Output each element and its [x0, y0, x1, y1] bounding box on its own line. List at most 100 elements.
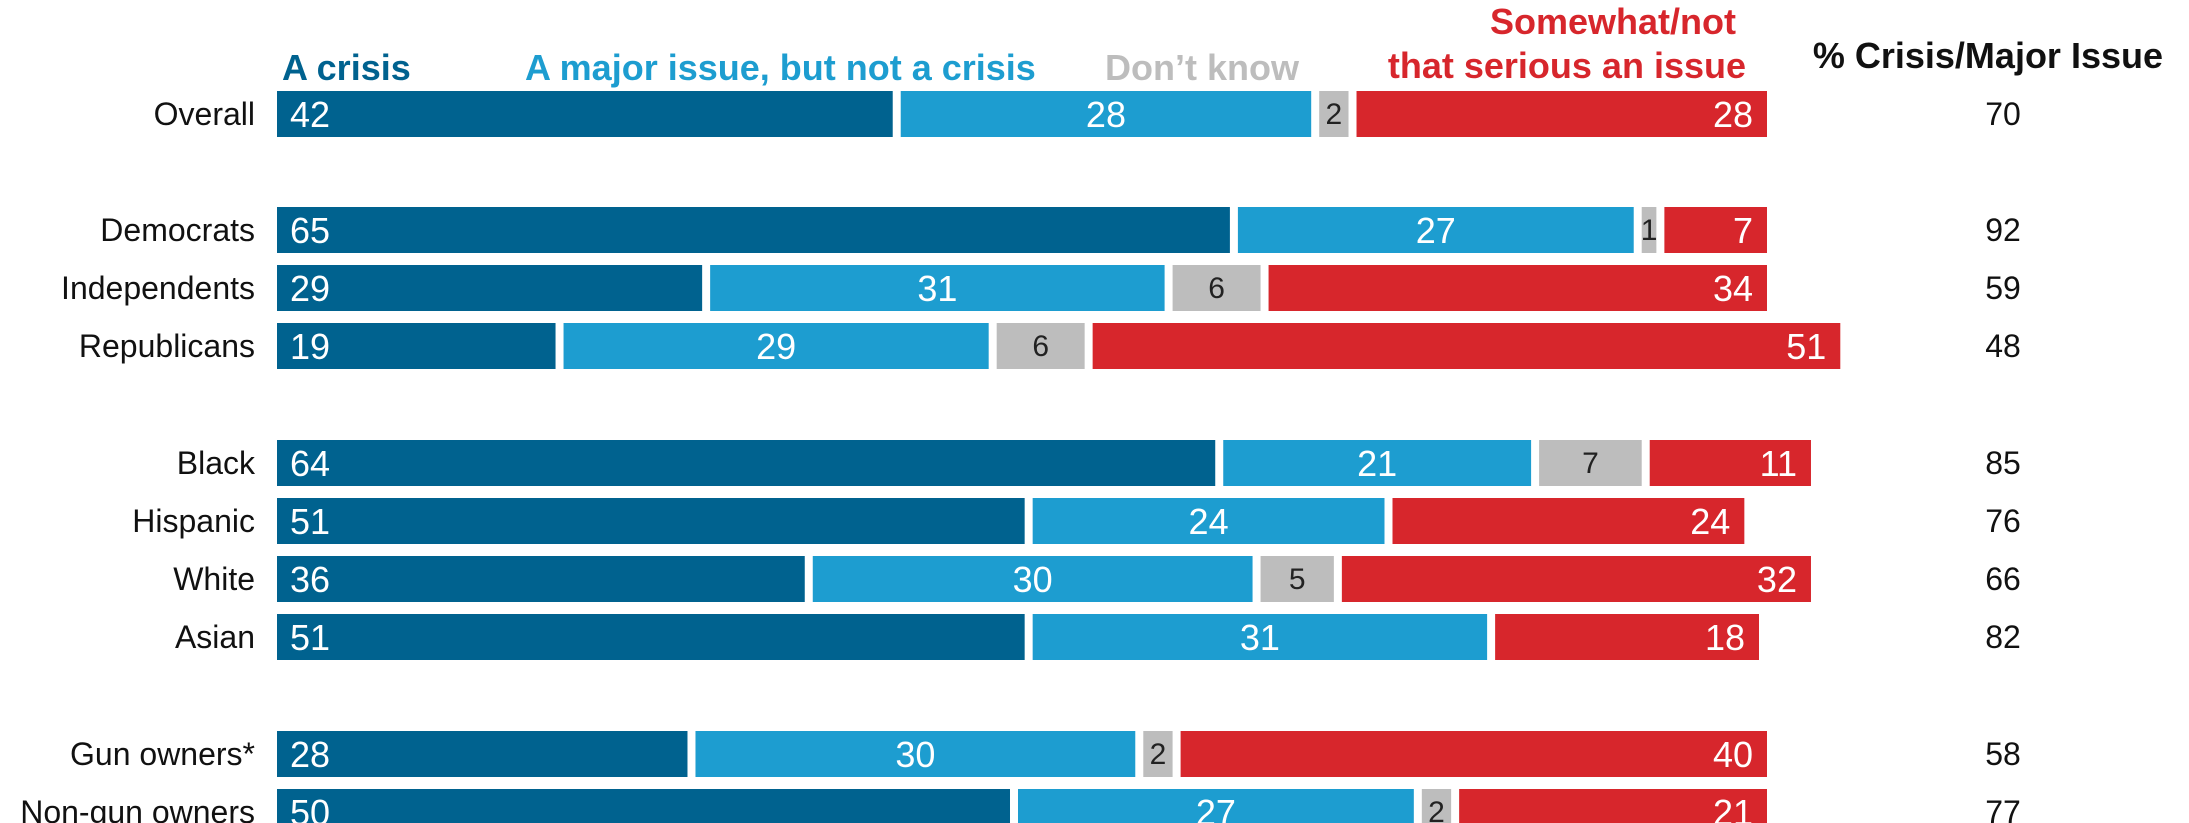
bar-dk-overall — [1319, 91, 1349, 137]
value-label-major-white: 30 — [1013, 559, 1053, 600]
bar-crisis-hispanic — [277, 498, 1025, 544]
bar-major-white — [812, 556, 1253, 602]
value-label-major-asian: 31 — [1240, 617, 1280, 658]
row-label-black: Black — [177, 445, 256, 481]
legend-dont-know: Don’t know — [1105, 47, 1300, 88]
value-label-dk-gun-owners: 2 — [1150, 738, 1167, 771]
value-label-dk-black: 7 — [1582, 447, 1599, 480]
bar-crisis-overall — [277, 91, 893, 137]
total-independents: 59 — [1985, 270, 2021, 306]
bar-crisis-republicans — [277, 323, 556, 369]
bar-major-asian — [1032, 614, 1488, 660]
bar-notserious-democrats — [1664, 207, 1767, 253]
value-label-notserious-hispanic: 24 — [1690, 501, 1730, 542]
bar-dk-gun-owners — [1143, 731, 1173, 777]
value-label-notserious-overall: 28 — [1713, 94, 1753, 135]
legend-major: A major issue, but not a crisis — [525, 47, 1036, 88]
value-label-crisis-gun-owners: 28 — [290, 734, 330, 775]
value-label-notserious-asian: 18 — [1705, 617, 1745, 658]
value-label-dk-republicans: 6 — [1032, 330, 1049, 363]
value-label-notserious-white: 32 — [1757, 559, 1797, 600]
value-label-notserious-gun-owners: 40 — [1713, 734, 1753, 775]
value-label-major-non-gun-owners: 27 — [1196, 792, 1236, 823]
value-label-major-black: 21 — [1357, 443, 1397, 484]
row-label-asian: Asian — [175, 619, 255, 655]
total-white: 66 — [1985, 561, 2021, 597]
value-label-crisis-overall: 42 — [290, 94, 330, 135]
row-label-overall: Overall — [154, 96, 255, 132]
bar-notserious-hispanic — [1392, 498, 1745, 544]
value-label-major-gun-owners: 30 — [895, 734, 935, 775]
legend-not-serious-line1: Somewhat/not — [1490, 1, 1736, 42]
value-label-dk-independents: 6 — [1208, 272, 1225, 305]
value-label-crisis-non-gun-owners: 50 — [290, 792, 330, 823]
value-label-crisis-democrats: 65 — [290, 210, 330, 251]
legend-crisis: A crisis — [282, 47, 411, 88]
value-label-notserious-black: 11 — [1760, 443, 1797, 484]
row-label-non-gun-owners: Non-gun owners — [20, 794, 255, 823]
total-header: % Crisis/Major Issue — [1813, 35, 2163, 76]
bar-notserious-black — [1649, 440, 1811, 486]
total-asian: 82 — [1985, 619, 2021, 655]
total-republicans: 48 — [1985, 328, 2021, 364]
value-label-notserious-democrats: 7 — [1733, 210, 1753, 251]
bar-notserious-overall — [1356, 91, 1767, 137]
value-label-dk-overall: 2 — [1326, 98, 1343, 131]
value-label-crisis-republicans: 19 — [290, 326, 330, 367]
bar-major-black — [1223, 440, 1532, 486]
row-label-hispanic: Hispanic — [132, 503, 255, 539]
row-label-white: White — [173, 561, 255, 597]
bar-major-overall — [900, 91, 1312, 137]
bar-notserious-non-gun-owners — [1459, 789, 1767, 823]
total-overall: 70 — [1985, 96, 2021, 132]
bar-notserious-republicans — [1092, 323, 1841, 369]
row-label-independents: Independents — [61, 270, 255, 306]
total-black: 85 — [1985, 445, 2021, 481]
bar-major-non-gun-owners — [1018, 789, 1414, 823]
legend-not-serious-line2: that serious an issue — [1388, 45, 1746, 86]
bar-crisis-asian — [277, 614, 1025, 660]
value-label-major-republicans: 29 — [756, 326, 796, 367]
value-label-crisis-asian: 51 — [290, 617, 330, 658]
value-label-crisis-black: 64 — [290, 443, 330, 484]
bar-crisis-gun-owners — [277, 731, 688, 777]
total-non-gun-owners: 77 — [1985, 794, 2021, 823]
bar-major-hispanic — [1032, 498, 1385, 544]
bar-crisis-black — [277, 440, 1216, 486]
bar-major-republicans — [563, 323, 989, 369]
value-label-notserious-non-gun-owners: 21 — [1713, 792, 1753, 823]
legend-not-serious: Somewhat/not that serious an issue — [1388, 1, 1746, 86]
value-label-dk-white: 5 — [1289, 563, 1306, 596]
row-label-gun-owners: Gun owners* — [70, 736, 255, 772]
value-label-notserious-republicans: 51 — [1786, 326, 1826, 367]
bar-notserious-independents — [1268, 265, 1767, 311]
row-label-republicans: Republicans — [79, 328, 255, 364]
value-label-major-independents: 31 — [917, 268, 957, 309]
row-label-democrats: Democrats — [100, 212, 255, 248]
bar-notserious-white — [1341, 556, 1811, 602]
bar-major-independents — [710, 265, 1165, 311]
value-label-dk-democrats: 1 — [1641, 214, 1658, 247]
bar-notserious-asian — [1495, 614, 1759, 660]
bar-crisis-white — [277, 556, 805, 602]
bar-dk-republicans — [996, 323, 1085, 369]
bar-notserious-gun-owners — [1180, 731, 1767, 777]
bar-major-gun-owners — [695, 731, 1136, 777]
value-label-crisis-white: 36 — [290, 559, 330, 600]
value-label-dk-non-gun-owners: 2 — [1428, 796, 1445, 823]
bar-dk-democrats — [1641, 207, 1657, 253]
value-label-major-democrats: 27 — [1416, 210, 1456, 251]
value-label-major-hispanic: 24 — [1189, 501, 1229, 542]
total-democrats: 92 — [1985, 212, 2021, 248]
bar-dk-white — [1260, 556, 1334, 602]
legend: A crisis A major issue, but not a crisis… — [282, 1, 2163, 88]
bar-dk-non-gun-owners — [1421, 789, 1452, 823]
bar-crisis-democrats — [277, 207, 1230, 253]
bar-dk-independents — [1172, 265, 1261, 311]
bar-dk-black — [1539, 440, 1642, 486]
bar-crisis-non-gun-owners — [277, 789, 1010, 823]
bar-major-democrats — [1237, 207, 1634, 253]
total-hispanic: 76 — [1985, 503, 2021, 539]
